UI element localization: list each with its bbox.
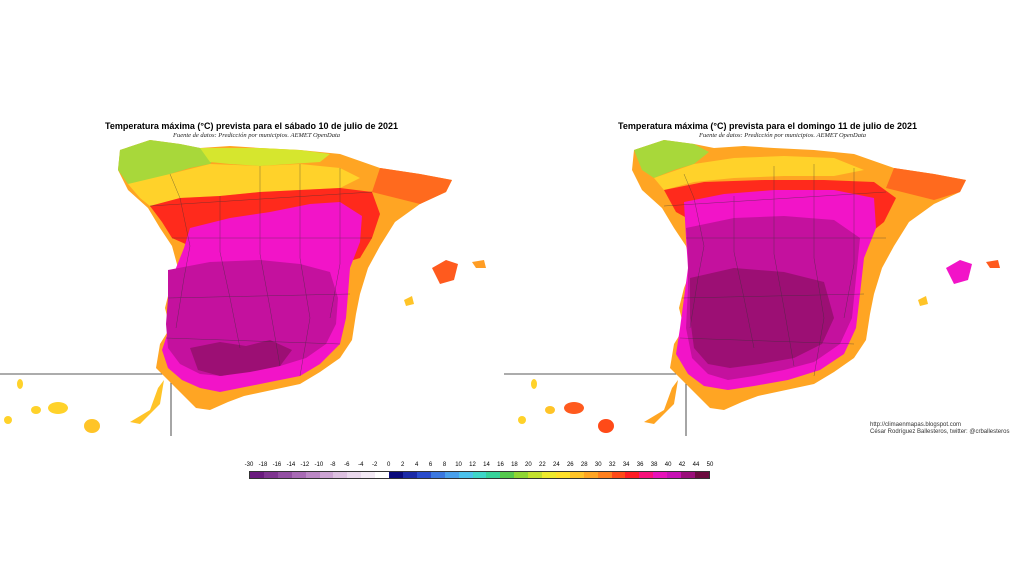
legend-color-bar xyxy=(249,471,710,479)
legend-label: -10 xyxy=(314,462,324,468)
map-panel-sunday: Temperatura máxima (°C) prevista para el… xyxy=(504,118,1000,448)
legend-label: 20 xyxy=(525,462,532,468)
legend-label: 8 xyxy=(442,462,447,468)
legend-swatch xyxy=(291,472,306,478)
legend-swatch xyxy=(389,472,403,478)
legend-swatch xyxy=(639,472,654,478)
legend-label: 12 xyxy=(469,462,476,468)
legend-swatch xyxy=(597,472,612,478)
legend-swatch xyxy=(402,472,417,478)
legend-swatch xyxy=(333,472,348,478)
credit-author: César Rodríguez Ballesteros, twitter: @c… xyxy=(870,429,1010,435)
legend-swatch xyxy=(263,472,278,478)
legend-swatch xyxy=(514,472,529,478)
legend-swatch xyxy=(569,472,584,478)
legend-label: -2 xyxy=(372,462,378,468)
legend-swatch xyxy=(583,472,598,478)
map-source: Fuente de datos: Predicción por municipi… xyxy=(173,132,341,139)
legend-swatch xyxy=(625,472,640,478)
legend-swatch xyxy=(681,472,695,478)
legend-label: 42 xyxy=(678,462,686,468)
legend-label: -18 xyxy=(258,462,268,468)
legend-label: -8 xyxy=(330,462,336,468)
legend-swatch xyxy=(528,472,543,478)
spain-temperature-map-sunday xyxy=(504,140,1000,436)
legend-swatch xyxy=(458,472,473,478)
legend-label: -30 xyxy=(244,462,254,468)
legend-label: 22 xyxy=(539,462,546,468)
legend-label: 32 xyxy=(608,462,616,468)
map-title: Temperatura máxima (°C) prevista para el… xyxy=(618,121,918,131)
map-source: Fuente de datos: Predicción por municipi… xyxy=(699,132,867,139)
legend-label: 34 xyxy=(622,462,630,468)
legend-swatch xyxy=(444,472,459,478)
legend-label: 40 xyxy=(664,462,672,468)
legend-swatch xyxy=(555,472,570,478)
legend-label: 18 xyxy=(511,462,518,468)
legend-label: 28 xyxy=(580,462,588,468)
legend-swatch xyxy=(611,472,626,478)
legend-label: 44 xyxy=(692,462,700,468)
map-title: Temperatura máxima (°C) prevista para el… xyxy=(105,121,399,131)
legend-label: 2 xyxy=(400,462,405,468)
legend-label: 6 xyxy=(428,462,433,468)
legend-label: 30 xyxy=(594,462,602,468)
legend-swatch xyxy=(319,472,334,478)
legend-swatch xyxy=(430,472,445,478)
legend-swatch xyxy=(500,472,515,478)
legend-label: 4 xyxy=(414,462,419,468)
legend-label: 36 xyxy=(636,462,644,468)
legend-swatch xyxy=(305,472,320,478)
legend-label: -4 xyxy=(358,462,364,468)
legend-label: 10 xyxy=(455,462,462,468)
legend-swatch xyxy=(695,472,709,478)
legend-label: 14 xyxy=(483,462,490,468)
legend-label: 16 xyxy=(497,462,504,468)
legend-labels: -30 -18 -16 -14 -12 -10 -8 -6 -4 -2 0 2 4 6 8 10 12 14 16 1… xyxy=(245,462,714,471)
legend-label: -16 xyxy=(272,462,282,468)
spain-temperature-map-saturday xyxy=(0,140,486,436)
legend-label: 26 xyxy=(566,462,574,468)
legend-label: 0 xyxy=(387,462,391,468)
legend-swatch xyxy=(542,472,556,478)
legend-swatch xyxy=(416,472,431,478)
map-panel-saturday: Temperatura máxima (°C) prevista para el… xyxy=(0,118,486,448)
legend-label: 38 xyxy=(650,462,658,468)
legend-swatch xyxy=(375,472,390,478)
temperature-legend: -30 -18 -16 -14 -12 -10 -8 -6 -4 -2 0 2 4 6 8 10 12 14 16 1… xyxy=(245,462,714,486)
legend-label: -14 xyxy=(286,462,296,468)
legend-swatch xyxy=(667,472,682,478)
legend-swatch xyxy=(250,472,264,478)
legend-swatch xyxy=(347,472,362,478)
credit-url: http://climaenmapas.blogspot.com xyxy=(870,422,962,428)
legend-label: 24 xyxy=(552,462,560,468)
legend-swatch xyxy=(472,472,487,478)
legend-swatch xyxy=(653,472,668,478)
legend-label: -6 xyxy=(344,462,350,468)
legend-swatch xyxy=(277,472,292,478)
legend-label: -12 xyxy=(300,462,310,468)
legend-swatch xyxy=(486,472,501,478)
legend-label: 50 xyxy=(706,462,714,468)
legend-swatch xyxy=(361,472,376,478)
